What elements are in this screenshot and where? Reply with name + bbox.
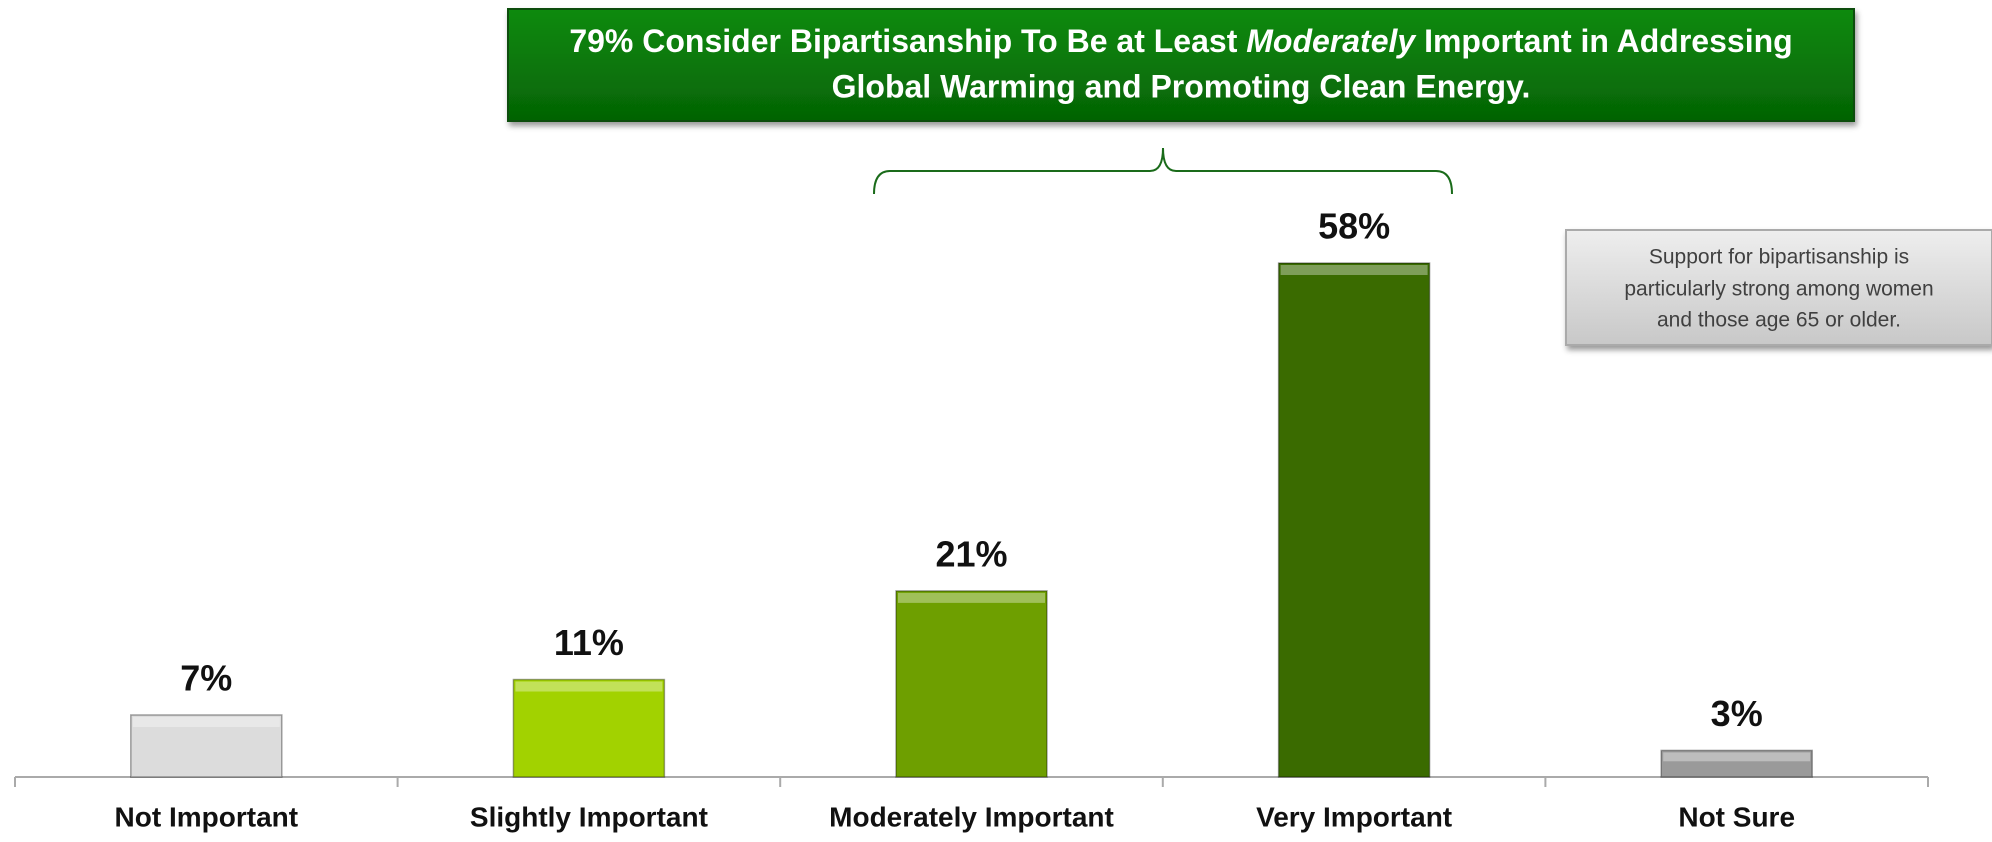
- note-box: [1565, 229, 1992, 346]
- chart-title: 79% Consider Bipartisanship To Be at Lea…: [569, 23, 1792, 59]
- bar-bevel: [1663, 752, 1811, 762]
- note: particularly strong among women: [1624, 278, 1933, 301]
- note: Support for bipartisanship is: [1649, 246, 1909, 269]
- x-tick-label: Slightly Important: [470, 801, 708, 832]
- bar-bevel: [1280, 265, 1428, 275]
- title-box: [507, 8, 1855, 122]
- bar-bevel: [515, 681, 663, 692]
- x-tick-label: Not Important: [115, 801, 299, 832]
- x-tick-label: Not Sure: [1678, 801, 1795, 832]
- x-tick-label: Moderately Important: [829, 801, 1114, 832]
- bar: [512, 678, 666, 778]
- x-tick-label: Very Important: [1256, 801, 1452, 832]
- title-part: Moderately: [1246, 23, 1417, 59]
- bar-bevel: [898, 592, 1045, 603]
- value-label: 21%: [935, 533, 1007, 574]
- note: and those age 65 or older.: [1657, 309, 1901, 332]
- bar: [130, 714, 283, 778]
- bracket: [873, 147, 1453, 195]
- value-label: 3%: [1711, 693, 1763, 734]
- title-part: 79% Consider Bipartisanship To Be at Lea…: [569, 23, 1246, 59]
- value-label: 11%: [554, 622, 624, 663]
- value-label: 58%: [1318, 206, 1390, 247]
- bar: [895, 590, 1048, 778]
- title-part: Important in Addressing: [1415, 23, 1793, 59]
- bar: [1660, 749, 1813, 778]
- bar-bevel: [132, 716, 280, 727]
- chart-title: Global Warming and Promoting Clean Energ…: [832, 68, 1531, 104]
- bar: [1277, 262, 1431, 778]
- value-label: 7%: [180, 657, 232, 698]
